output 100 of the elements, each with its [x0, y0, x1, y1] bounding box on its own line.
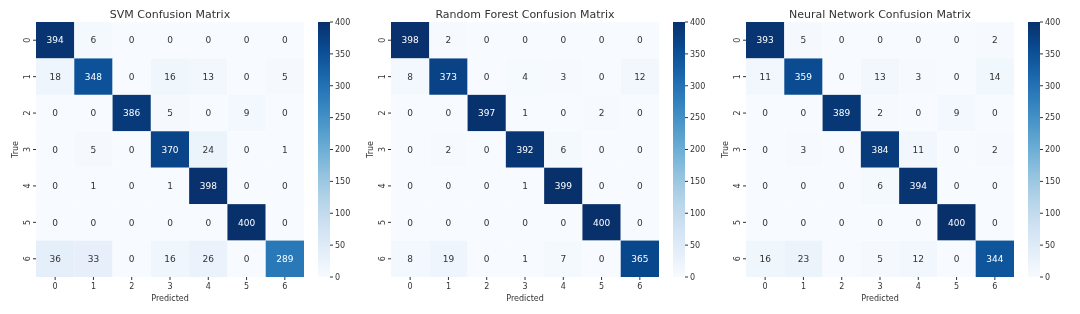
color-bar-label: 150: [335, 177, 351, 187]
data-label: 0: [915, 35, 922, 46]
data-label: 0: [205, 108, 212, 119]
x-tick-label: 5: [244, 282, 250, 291]
y-tick-label: 4: [733, 183, 742, 189]
data-label: 5: [281, 71, 288, 82]
y-tick-label: 2: [733, 110, 742, 116]
data-label: 26: [202, 253, 215, 264]
data-label: 0: [407, 181, 414, 192]
x-tick-label: 4: [205, 282, 211, 291]
data-label: 0: [205, 217, 212, 228]
data-label: 0: [636, 144, 643, 155]
y-tick-label: 3: [733, 146, 742, 153]
data-label: 0: [560, 108, 567, 119]
color-bar-label: 300: [690, 81, 706, 91]
data-label: 2: [445, 144, 452, 155]
data-label: 0: [52, 144, 59, 155]
data-label: 0: [52, 108, 59, 119]
data-label: 12: [634, 71, 646, 82]
data-label: 0: [243, 35, 250, 46]
data-label: 11: [759, 71, 771, 82]
data-label: 0: [915, 217, 922, 228]
x-tick-label: 2: [484, 282, 490, 291]
data-label: 0: [877, 217, 884, 228]
data-label: 3: [800, 144, 807, 155]
data-label: 1: [522, 181, 528, 192]
data-label: 0: [407, 108, 414, 119]
x-tick-label: 1: [800, 282, 806, 291]
y-tick-label: 5: [378, 219, 387, 225]
data-label: 3: [560, 71, 567, 82]
data-label: 0: [762, 217, 769, 228]
data-label: 365: [631, 253, 649, 264]
y-tick-label: 4: [23, 183, 32, 189]
data-label: 0: [953, 71, 960, 82]
color-bar-label: 250: [335, 113, 351, 123]
data-label: 0: [281, 108, 288, 119]
data-label: 14: [989, 71, 1001, 82]
y-tick-label: 3: [23, 146, 32, 153]
data-label: 399: [554, 181, 573, 192]
data-label: 0: [483, 144, 490, 155]
data-label: 0: [838, 71, 845, 82]
data-label: 394: [46, 35, 64, 46]
data-label: 398: [401, 35, 419, 46]
color-bar-label: 400: [690, 17, 706, 27]
data-label: 0: [522, 35, 529, 46]
data-label: 0: [483, 181, 490, 192]
data-label: 3: [915, 71, 922, 82]
data-label: 5: [877, 253, 883, 264]
data-label: 0: [243, 181, 250, 192]
data-label: 2: [445, 35, 452, 46]
y-axis-title: True: [721, 140, 730, 159]
data-label: 0: [205, 35, 212, 46]
data-label: 348: [84, 71, 103, 82]
data-label: 0: [52, 217, 59, 228]
data-label: 6: [877, 181, 884, 192]
data-label: 0: [636, 108, 643, 119]
data-label: 398: [199, 181, 218, 192]
y-tick-label: 0: [23, 37, 32, 43]
data-label: 0: [991, 217, 998, 228]
data-label: 2: [598, 108, 605, 119]
data-label: 9: [243, 108, 250, 119]
data-label: 0: [560, 217, 567, 228]
x-tick-label: 3: [167, 282, 173, 291]
data-label: 0: [445, 217, 452, 228]
data-label: 0: [636, 181, 643, 192]
chart-title: Random Forest Confusion Matrix: [435, 8, 616, 21]
color-bar-label: 0: [690, 272, 696, 282]
x-tick-label: 0: [762, 282, 768, 291]
data-label: 0: [800, 108, 807, 119]
data-label: 0: [522, 217, 529, 228]
data-label: 5: [800, 35, 807, 46]
data-label: 0: [838, 217, 845, 228]
x-tick-label: 0: [52, 282, 58, 291]
data-label: 0: [838, 144, 845, 155]
data-label: 13: [874, 71, 886, 82]
y-axis-title: True: [11, 140, 20, 159]
data-label: 0: [800, 217, 807, 228]
data-label: 8: [407, 253, 414, 264]
color-bar-label: 150: [690, 177, 706, 187]
y-tick-label: 3: [378, 146, 387, 153]
y-tick-label: 0: [378, 37, 387, 43]
data-label: 0: [407, 217, 414, 228]
data-label: 0: [128, 35, 135, 46]
x-tick-label: 1: [90, 282, 96, 291]
y-tick-label: 2: [23, 110, 32, 116]
x-tick-label: 6: [282, 282, 288, 291]
y-tick-label: 2: [378, 110, 387, 116]
data-label: 0: [243, 144, 250, 155]
data-label: 12: [912, 253, 925, 264]
data-label: 0: [762, 108, 769, 119]
color-bar-label: 150: [1045, 177, 1061, 187]
y-axis-title: True: [366, 140, 375, 159]
data-label: 0: [407, 144, 414, 155]
data-label: 16: [164, 71, 176, 82]
data-label: 2: [991, 35, 998, 46]
data-label: 1: [281, 144, 288, 155]
data-label: 0: [598, 253, 605, 264]
color-bar-label: 300: [1045, 81, 1061, 91]
x-tick-label: 3: [522, 282, 528, 291]
color-bar-label: 400: [1045, 17, 1061, 27]
